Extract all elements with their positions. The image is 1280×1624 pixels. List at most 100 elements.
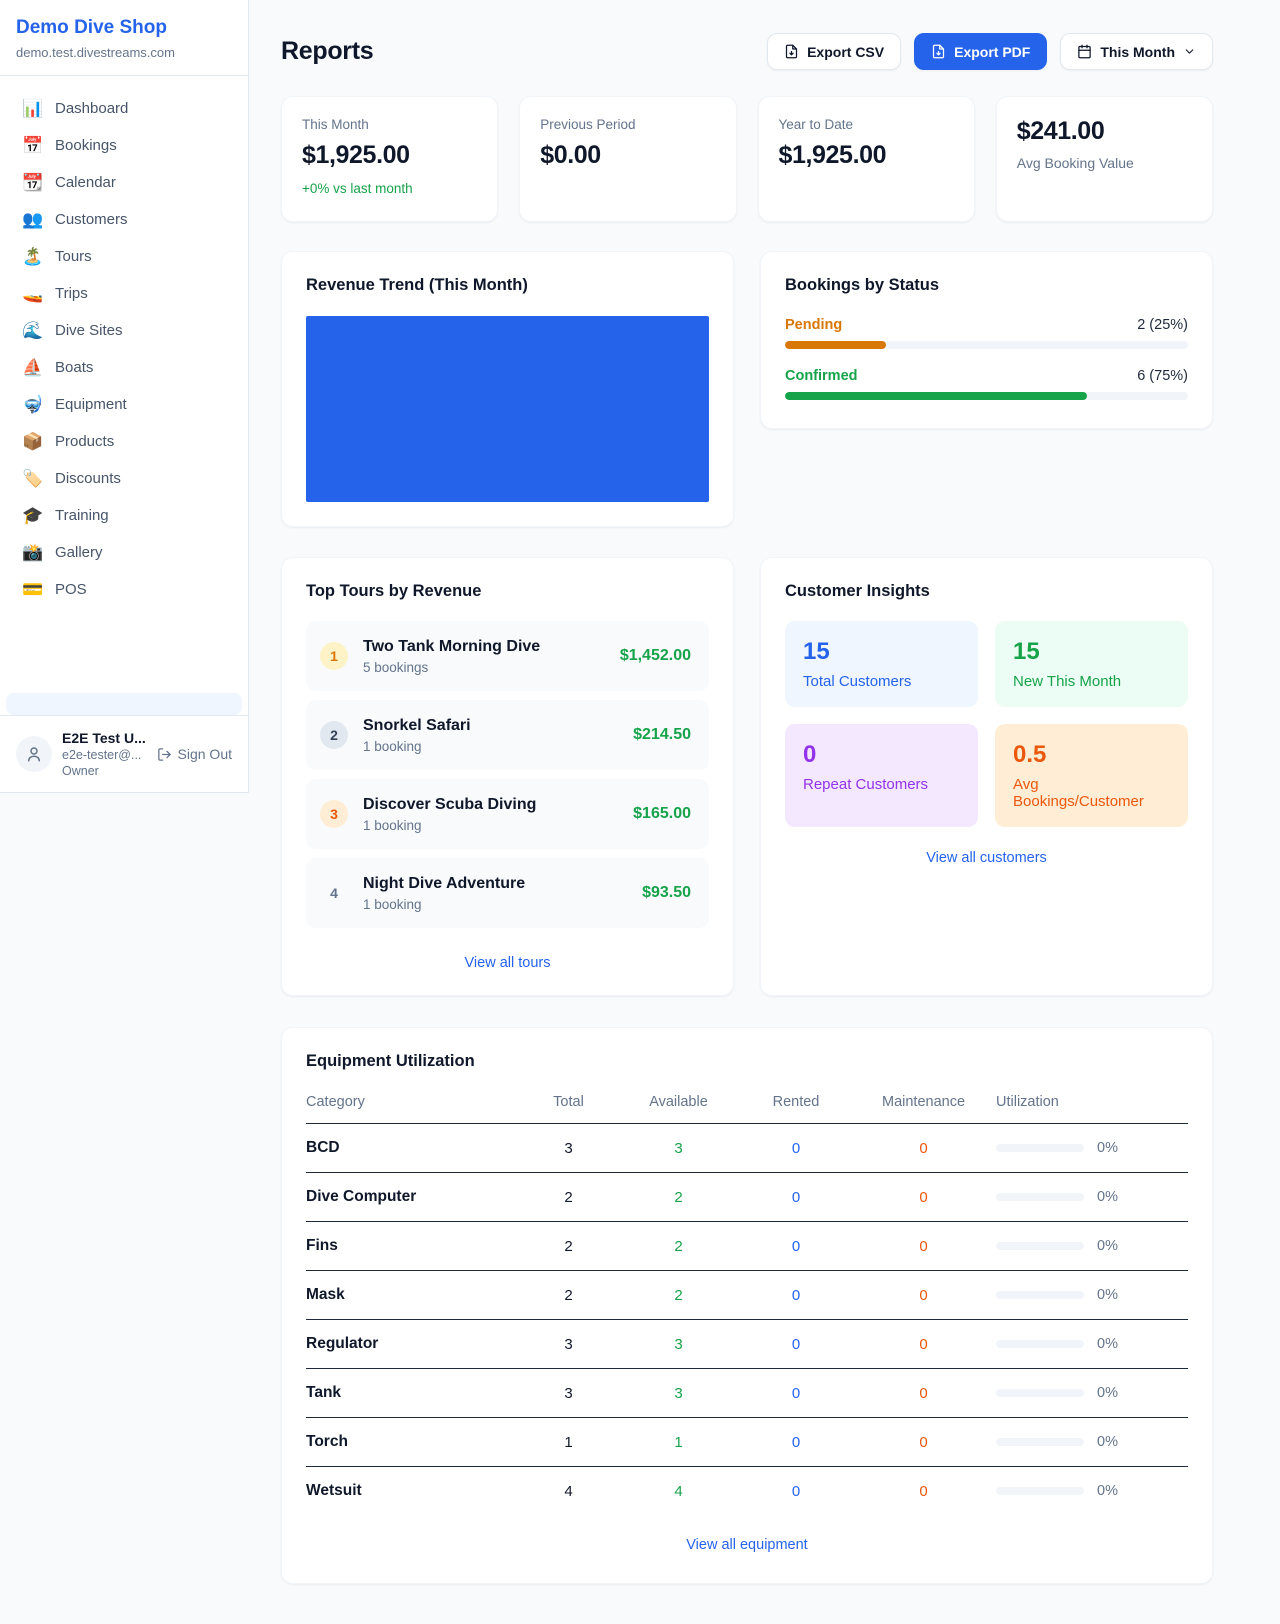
utilization-bar-track <box>996 1340 1084 1348</box>
utilization-bar-track <box>996 1193 1084 1201</box>
sidebar-item-label: Customers <box>55 211 128 228</box>
col-available: Available <box>616 1088 741 1124</box>
equipment-available: 4 <box>674 1482 683 1500</box>
period-dropdown[interactable]: This Month <box>1060 33 1213 70</box>
sidebar-item-equipment[interactable]: 🤿 Equipment <box>8 386 240 423</box>
sidebar-item-trips[interactable]: 🚤 Trips <box>8 275 240 312</box>
equipment-table-header: Category Total Available Rented Maintena… <box>306 1088 1188 1124</box>
top-tours-card: Top Tours by Revenue 1 Two Tank Morning … <box>281 557 734 996</box>
header-actions: Export CSV Export PDF This Month <box>767 33 1213 70</box>
sidebar-item-discounts[interactable]: 🏷️ Discounts <box>8 460 240 497</box>
col-rented: Rented <box>741 1088 851 1124</box>
sidebar-item-pos[interactable]: 💳 POS <box>8 571 240 608</box>
status-label: Confirmed <box>785 368 858 384</box>
col-total: Total <box>521 1088 616 1124</box>
sidebar-item-active-partial[interactable] <box>6 693 242 715</box>
page-header: Reports Export CSV Export PDF This Month <box>281 33 1213 70</box>
rank-badge: 3 <box>320 800 348 828</box>
utilization-bar-track <box>996 1389 1084 1397</box>
view-all-tours-link[interactable]: View all tours <box>464 955 551 971</box>
sidebar-item-training[interactable]: 🎓 Training <box>8 497 240 534</box>
view-all-equipment-link[interactable]: View all equipment <box>686 1537 808 1553</box>
sidebar-item-dashboard[interactable]: 📊 Dashboard <box>8 90 240 127</box>
insight-label: Total Customers <box>803 673 912 690</box>
equipment-available: 2 <box>616 1270 741 1320</box>
equipment-total: 3 <box>521 1123 616 1173</box>
file-download-icon <box>932 44 945 59</box>
equipment-available: 2 <box>616 1172 741 1222</box>
revenue-trend-bar <box>306 316 709 502</box>
equipment-row-tank: Tank 3 3 0 0 0% <box>306 1368 1188 1418</box>
equipment-row-torch: Torch 1 1 0 0 0% <box>306 1417 1188 1467</box>
equipment-icon: 🤿 <box>22 395 44 414</box>
period-label: This Month <box>1100 43 1175 60</box>
equipment-total: 3 <box>521 1319 616 1369</box>
status-list: Pending 2 (25%) Confirmed 6 (75%) <box>785 317 1188 400</box>
equipment-available: 3 <box>616 1123 741 1173</box>
gallery-icon: 📸 <box>22 543 44 562</box>
sidebar-item-boats[interactable]: ⛵ Boats <box>8 349 240 386</box>
status-bar-track <box>785 341 1188 349</box>
bookings-by-status-title: Bookings by Status <box>785 276 940 294</box>
boats-icon: ⛵ <box>22 358 44 377</box>
bookings-by-status-card: Bookings by Status Pending 2 (25%) <box>760 251 1213 429</box>
col-maintenance: Maintenance <box>851 1088 996 1124</box>
export-pdf-button[interactable]: Export PDF <box>914 33 1048 70</box>
sidebar-item-calendar[interactable]: 📆 Calendar <box>8 164 240 201</box>
view-all-customers-link[interactable]: View all customers <box>926 850 1047 866</box>
equipment-maintenance: 0 <box>851 1270 996 1320</box>
status-count: 6 (75%) <box>1137 368 1188 384</box>
utilization-percent: 0% <box>1097 1434 1118 1450</box>
equipment-maintenance: 0 <box>851 1123 996 1173</box>
equipment-available: 2 <box>616 1221 741 1271</box>
status-row-confirmed: Confirmed 6 (75%) <box>785 368 1188 400</box>
trips-icon: 🚤 <box>22 284 44 303</box>
sidebar-item-gallery[interactable]: 📸 Gallery <box>8 534 240 571</box>
rank-badge: 4 <box>330 885 338 901</box>
brand-name: Demo Dive Shop <box>16 17 167 38</box>
equipment-row-bcd: BCD 3 3 0 0 0% <box>306 1123 1188 1173</box>
stat-label: This Month <box>302 117 369 132</box>
sign-out-button[interactable]: Sign Out <box>157 746 232 762</box>
export-pdf-label: Export PDF <box>954 43 1031 60</box>
insight-value: 15 <box>1013 638 1040 665</box>
equipment-total: 2 <box>521 1270 616 1320</box>
equipment-utilization-title: Equipment Utilization <box>306 1052 475 1070</box>
sidebar-item-tours[interactable]: 🏝️ Tours <box>8 238 240 275</box>
bookings-icon: 📅 <box>22 136 44 155</box>
equipment-table: Category Total Available Rented Maintena… <box>306 1088 1188 1515</box>
main-content: Reports Export CSV Export PDF This Month <box>249 0 1280 1624</box>
utilization-bar-track <box>996 1144 1084 1152</box>
equipment-available: 1 <box>616 1417 741 1467</box>
user-role: Owner <box>62 764 99 778</box>
status-label: Pending <box>785 317 843 333</box>
equipment-available: 3 <box>616 1368 741 1418</box>
stat-value: $0.00 <box>540 141 601 169</box>
insight-label: Avg Bookings/Customer <box>1013 776 1144 810</box>
stat-label: Year to Date <box>778 117 854 132</box>
sidebar-item-products[interactable]: 📦 Products <box>8 423 240 460</box>
utilization-percent: 0% <box>1097 1238 1118 1254</box>
sidebar-item-label: Boats <box>55 359 94 376</box>
sidebar-item-dive-sites[interactable]: 🌊 Dive Sites <box>8 312 240 349</box>
sidebar-item-label: Calendar <box>55 174 116 191</box>
customer-insights-title: Customer Insights <box>785 582 930 600</box>
equipment-category: Dive Computer <box>306 1172 521 1222</box>
export-csv-button[interactable]: Export CSV <box>767 33 902 70</box>
equipment-row-dive-computer: Dive Computer 2 2 0 0 0% <box>306 1172 1188 1222</box>
insight-value: 0.5 <box>1013 741 1047 768</box>
sidebar-nav: 📊 Dashboard 📅 Bookings 📆 Calendar 👥 Cust… <box>0 76 248 703</box>
page-title: Reports <box>281 37 374 65</box>
rank-badge: 1 <box>320 642 348 670</box>
status-bar-track <box>785 392 1188 400</box>
dive-sites-icon: 🌊 <box>22 321 44 340</box>
discounts-icon: 🏷️ <box>22 469 44 488</box>
calendar-icon: 📆 <box>22 173 44 192</box>
sidebar-item-customers[interactable]: 👥 Customers <box>8 201 240 238</box>
tour-row-discover-scuba-diving: 3 Discover Scuba Diving 1 booking $165.0… <box>306 779 709 849</box>
user-section: E2E Test U... e2e-tester@... Owner Sign … <box>0 715 248 792</box>
sidebar-item-label: Gallery <box>55 544 103 561</box>
sidebar-item-bookings[interactable]: 📅 Bookings <box>8 127 240 164</box>
status-bar-fill <box>785 341 886 349</box>
tour-name: Snorkel Safari <box>363 716 471 734</box>
